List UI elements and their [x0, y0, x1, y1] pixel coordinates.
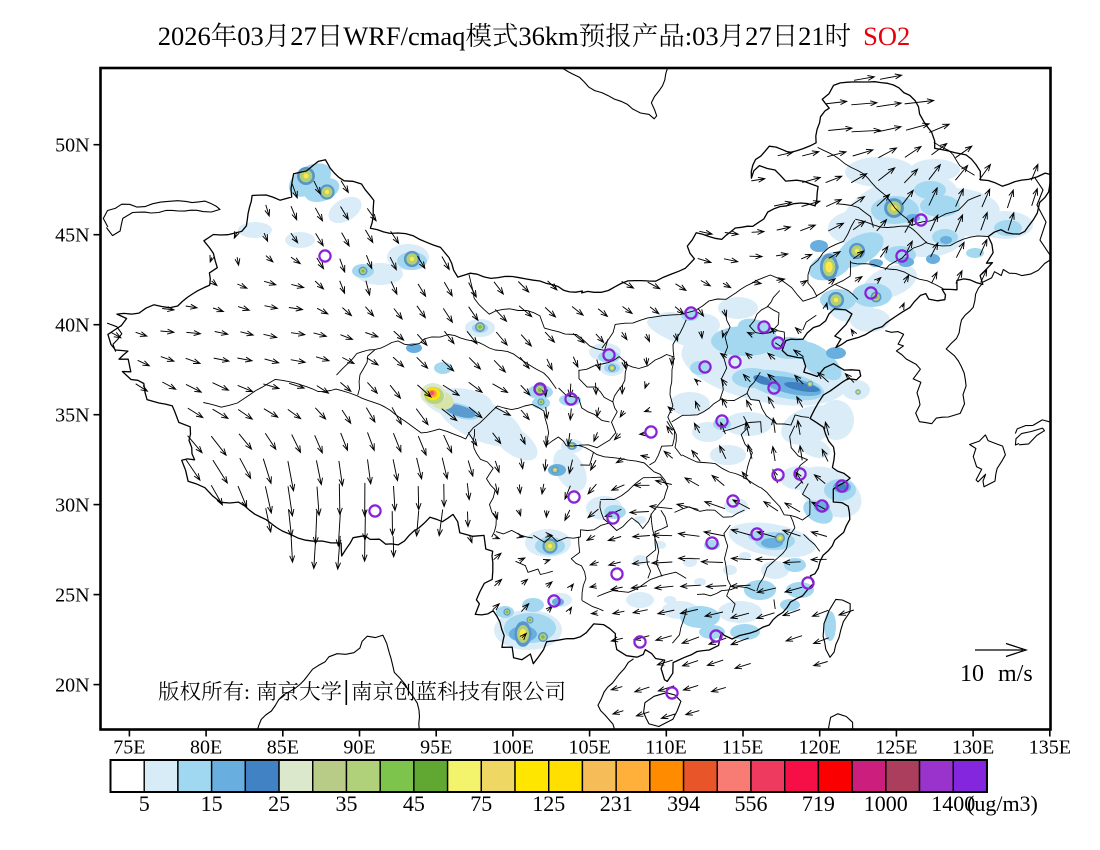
svg-text:75E: 75E — [113, 737, 145, 759]
svg-text:556: 556 — [735, 791, 768, 816]
svg-text:100E: 100E — [492, 737, 534, 759]
svg-text::: : — [244, 680, 250, 704]
svg-text:SO2: SO2 — [863, 21, 910, 51]
svg-text:WRF/cmaq: WRF/cmaq — [343, 21, 465, 51]
svg-text:85E: 85E — [267, 737, 299, 759]
svg-text:27: 27 — [290, 21, 317, 51]
svg-text:03: 03 — [237, 21, 264, 51]
svg-text:120E: 120E — [799, 737, 841, 759]
svg-text:110E: 110E — [645, 737, 686, 759]
svg-text:1000: 1000 — [864, 791, 908, 816]
svg-text:50N: 50N — [55, 135, 89, 157]
svg-text:115E: 115E — [722, 737, 763, 759]
svg-text:45: 45 — [403, 791, 425, 816]
svg-text:03: 03 — [692, 21, 719, 51]
svg-text:2026: 2026 — [158, 21, 211, 51]
svg-text:125: 125 — [532, 791, 565, 816]
svg-text:231: 231 — [600, 791, 633, 816]
svg-text:105E: 105E — [569, 737, 611, 759]
svg-text:36km: 36km — [518, 21, 579, 51]
svg-text:27: 27 — [745, 21, 772, 51]
svg-text:35: 35 — [336, 791, 358, 816]
svg-text:35N: 35N — [55, 405, 89, 427]
svg-text:25: 25 — [268, 791, 290, 816]
svg-text:20N: 20N — [55, 675, 89, 697]
svg-text:75: 75 — [470, 791, 492, 816]
svg-text:80E: 80E — [190, 737, 222, 759]
svg-text:21: 21 — [798, 21, 825, 51]
svg-text:125E: 125E — [875, 737, 917, 759]
svg-text:m/s: m/s — [998, 661, 1033, 687]
svg-text:10: 10 — [960, 661, 984, 687]
svg-text:30N: 30N — [55, 495, 89, 517]
svg-text:40N: 40N — [55, 315, 89, 337]
svg-text:45N: 45N — [55, 225, 89, 247]
svg-text:15: 15 — [201, 791, 223, 816]
svg-text:1400: 1400 — [931, 791, 975, 816]
svg-text:130E: 130E — [952, 737, 994, 759]
svg-text:719: 719 — [802, 791, 835, 816]
svg-text:(ug/m3): (ug/m3) — [967, 791, 1038, 816]
svg-text:135E: 135E — [1029, 737, 1071, 759]
svg-text:90E: 90E — [343, 737, 375, 759]
svg-text:25N: 25N — [55, 585, 89, 607]
svg-text:394: 394 — [667, 791, 700, 816]
svg-text::: : — [685, 21, 692, 51]
svg-text:5: 5 — [139, 791, 150, 816]
svg-text:95E: 95E — [420, 737, 452, 759]
